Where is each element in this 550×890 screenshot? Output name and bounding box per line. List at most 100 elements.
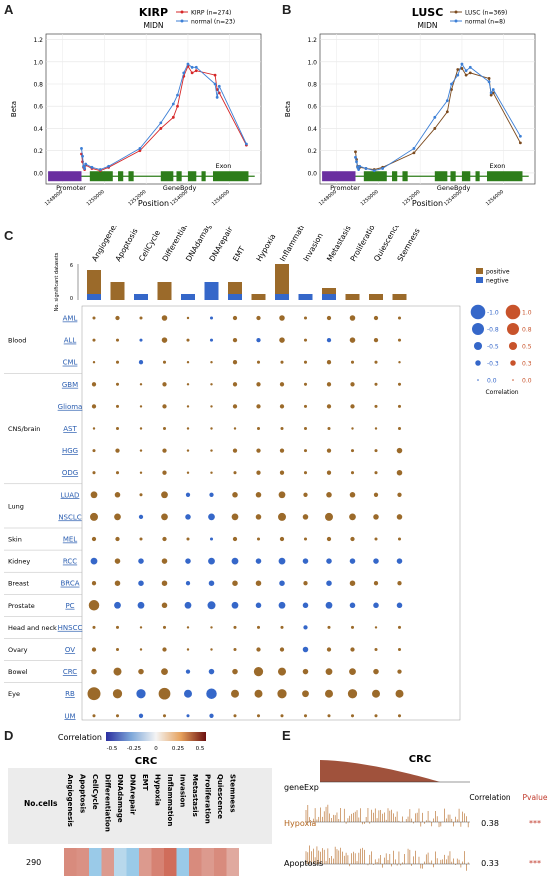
bubble bbox=[256, 714, 261, 718]
bubble bbox=[186, 316, 190, 320]
bubble bbox=[92, 316, 96, 320]
bar-legend-negative: negtive bbox=[486, 278, 509, 285]
bar-negative bbox=[322, 294, 336, 300]
bubble bbox=[349, 492, 356, 498]
tracks-title: CRC bbox=[409, 754, 431, 765]
bubble bbox=[373, 581, 379, 586]
bubble bbox=[326, 382, 332, 387]
lusc-series-point-1 bbox=[355, 160, 358, 164]
bubble bbox=[256, 360, 261, 364]
bubble bbox=[161, 513, 168, 521]
bubble bbox=[303, 426, 308, 431]
heatmap-cell bbox=[226, 848, 239, 876]
hypoxia-correlation: 0.38 bbox=[481, 819, 499, 828]
kirp-annotation-promoter: Promoter bbox=[56, 184, 86, 192]
lusc-title: LUSC bbox=[412, 6, 444, 19]
lusc-exon-block bbox=[434, 171, 448, 182]
bubble bbox=[232, 404, 238, 409]
kirp-exon-block bbox=[187, 171, 197, 182]
bubble bbox=[396, 602, 403, 609]
cancer-link: CRC bbox=[63, 668, 77, 676]
bubble bbox=[92, 360, 96, 364]
matrix-frame bbox=[81, 305, 461, 721]
bubble bbox=[112, 689, 123, 699]
kirp-promoter-block bbox=[48, 171, 82, 182]
bubble bbox=[88, 600, 100, 611]
lusc-series-point-1 bbox=[487, 80, 491, 84]
bar-positive bbox=[322, 288, 336, 294]
bubble bbox=[231, 601, 239, 609]
bubble bbox=[115, 536, 120, 542]
size-legend-negative-label: 0.0 bbox=[487, 378, 497, 385]
bubble bbox=[139, 427, 143, 430]
bubble bbox=[137, 601, 145, 609]
heatmap-cell bbox=[76, 848, 89, 876]
bar-axis-zero: 0 bbox=[70, 296, 73, 302]
bubble bbox=[139, 449, 143, 452]
bubble bbox=[326, 360, 332, 365]
bubble bbox=[350, 449, 355, 453]
bubble bbox=[303, 338, 308, 342]
bubble bbox=[373, 558, 379, 564]
bubble bbox=[114, 580, 121, 586]
bubble bbox=[162, 382, 167, 387]
bubble bbox=[279, 470, 285, 475]
bubble bbox=[186, 449, 190, 452]
bubble bbox=[114, 601, 121, 609]
lusc-ytick-label: 0.4 bbox=[307, 126, 317, 133]
bubble bbox=[91, 382, 97, 387]
lusc-annotation-promoter: Promoter bbox=[330, 184, 360, 192]
kirp-series-point-1 bbox=[194, 65, 198, 69]
panel-letter-a: A bbox=[4, 2, 14, 17]
bubble bbox=[374, 471, 378, 475]
bubble bbox=[186, 626, 190, 629]
bubble bbox=[350, 360, 355, 364]
bubble bbox=[139, 405, 143, 408]
lusc-series-point-0 bbox=[445, 110, 449, 114]
kirp-series-point-1 bbox=[217, 84, 221, 88]
crc-track-chart: CRC geneExp Correlation Pvalue Hypoxia Apopto… bbox=[284, 754, 548, 871]
kirp-exon-block bbox=[160, 171, 174, 182]
heatmap-cell bbox=[114, 848, 127, 876]
lusc-series-point-1 bbox=[354, 155, 357, 159]
kirp-series-point-1 bbox=[90, 165, 94, 169]
lusc-series-point-1 bbox=[489, 91, 493, 95]
bar-positive bbox=[157, 282, 172, 300]
bubble bbox=[162, 625, 167, 629]
bar-axis-max: 6 bbox=[70, 263, 73, 269]
kirp-series-point-1 bbox=[80, 147, 83, 150]
size-legend-positive-label: 0.0 bbox=[522, 378, 532, 385]
cancer-link: MEL bbox=[63, 536, 77, 544]
kirp-xlabel: Position bbox=[138, 199, 169, 208]
bubble bbox=[254, 689, 263, 698]
cancer-link: RB bbox=[65, 690, 75, 698]
kirp-subtitle: MIDN bbox=[143, 21, 163, 30]
kirp-series-point-0 bbox=[171, 115, 175, 119]
bubble bbox=[233, 647, 237, 652]
colorbar bbox=[106, 732, 206, 741]
heatmap-column-label: Metastasis bbox=[191, 774, 199, 817]
lusc-series-point-0 bbox=[487, 77, 491, 80]
lusc-annotation-exon: Exon bbox=[489, 162, 505, 170]
heatmap-cell bbox=[64, 848, 77, 876]
bubble bbox=[256, 625, 261, 629]
lusc-series-point-1 bbox=[460, 62, 464, 66]
hypoxia-pvalue: *** bbox=[529, 819, 541, 828]
bar-positive bbox=[87, 270, 101, 294]
kirp-annotation-exon: Exon bbox=[215, 162, 231, 170]
bubble bbox=[278, 667, 286, 676]
bar-positive bbox=[228, 282, 242, 294]
heatmap-column-label: Apoptosis bbox=[79, 774, 87, 813]
cancer-link: HGG bbox=[62, 447, 78, 455]
heatmap-cell bbox=[189, 848, 202, 876]
bubble bbox=[279, 404, 285, 409]
bubble bbox=[255, 580, 262, 586]
group-label: Lung bbox=[8, 502, 24, 510]
bubble bbox=[256, 647, 261, 652]
bubble bbox=[350, 382, 355, 387]
bubble bbox=[350, 404, 355, 409]
bubble bbox=[302, 668, 309, 675]
gene-expression-area bbox=[320, 760, 470, 782]
heatmap-column-label: Inflammation bbox=[166, 774, 174, 826]
kirp-exon-block bbox=[176, 171, 182, 182]
